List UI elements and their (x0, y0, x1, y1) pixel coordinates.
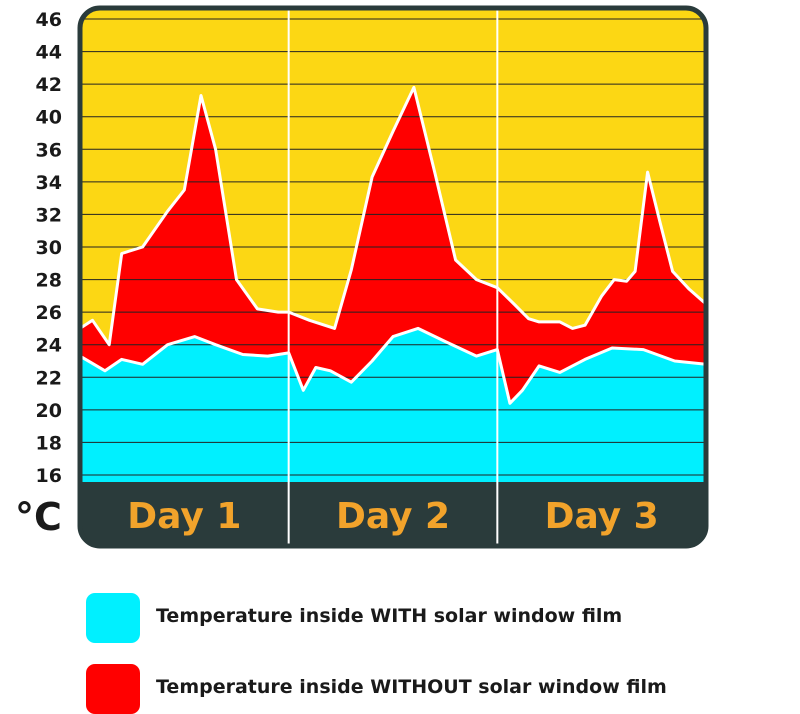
series-line-1 (80, 326, 706, 405)
unit-label: °C (15, 495, 62, 539)
legend-swatch (86, 593, 140, 643)
legend-item-1: Temperature inside WITHOUT solar window … (86, 664, 786, 714)
y-tick-20: 20 (36, 400, 62, 422)
day-label-3: Day 3 (545, 496, 659, 537)
chart-frame (77, 5, 709, 549)
y-tick-36: 36 (36, 139, 62, 161)
legend-item-0: Temperature inside WITH solar window fil… (86, 593, 786, 643)
y-tick-22: 22 (36, 367, 62, 389)
day-label-2: Day 2 (336, 496, 450, 537)
y-tick-28: 28 (36, 270, 62, 292)
y-tick-42: 42 (36, 74, 62, 96)
y-tick-40: 40 (36, 107, 62, 129)
series-line-0 (80, 85, 706, 347)
y-tick-26: 26 (36, 302, 62, 324)
y-tick-46: 46 (36, 9, 62, 31)
temperature-chart: Day 1 Day 2 Day 3 16 18 20 22 24 26 28 30 32 34 36 40… (15, 5, 709, 549)
y-tick-44: 44 (36, 42, 62, 64)
y-tick-30: 30 (36, 237, 62, 259)
day-label-1: Day 1 (127, 496, 241, 537)
legend-swatch (86, 664, 140, 714)
y-tick-16: 16 (36, 465, 62, 487)
day-band (80, 482, 706, 546)
y-tick-34: 34 (36, 172, 62, 194)
y-tick-24: 24 (36, 335, 62, 357)
y-tick-32: 32 (36, 204, 62, 226)
y-tick-18: 18 (36, 432, 62, 454)
legend-label: Temperature inside WITH solar window fil… (156, 605, 623, 627)
series-area-1 (80, 328, 706, 482)
legend-label: Temperature inside WITHOUT solar window … (156, 676, 667, 698)
